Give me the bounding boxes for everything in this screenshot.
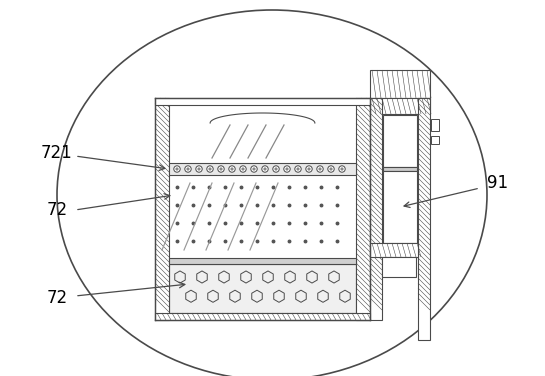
Text: 721: 721 bbox=[41, 144, 73, 162]
Circle shape bbox=[186, 167, 190, 171]
Bar bbox=[383, 171, 417, 243]
Bar bbox=[356, 98, 370, 320]
Bar bbox=[431, 119, 439, 131]
Circle shape bbox=[252, 167, 256, 171]
Text: 91: 91 bbox=[487, 174, 508, 192]
Text: 72: 72 bbox=[46, 201, 68, 219]
Circle shape bbox=[197, 167, 201, 171]
Circle shape bbox=[295, 166, 301, 172]
Bar bbox=[169, 264, 356, 313]
Circle shape bbox=[175, 167, 179, 171]
Bar bbox=[169, 105, 356, 163]
Bar bbox=[383, 115, 417, 167]
Circle shape bbox=[251, 166, 257, 172]
Bar bbox=[370, 98, 382, 320]
Bar bbox=[431, 136, 439, 144]
Circle shape bbox=[329, 167, 332, 171]
Circle shape bbox=[286, 167, 289, 171]
Circle shape bbox=[229, 166, 235, 172]
Circle shape bbox=[273, 166, 279, 172]
Circle shape bbox=[341, 167, 343, 171]
Circle shape bbox=[274, 167, 277, 171]
Circle shape bbox=[339, 166, 345, 172]
Circle shape bbox=[240, 166, 246, 172]
Circle shape bbox=[306, 166, 312, 172]
Circle shape bbox=[174, 166, 180, 172]
Circle shape bbox=[318, 167, 322, 171]
Bar bbox=[169, 175, 356, 258]
Bar bbox=[370, 98, 430, 114]
Circle shape bbox=[218, 166, 224, 172]
Bar bbox=[155, 98, 370, 105]
Bar bbox=[169, 163, 356, 175]
Circle shape bbox=[317, 166, 323, 172]
Circle shape bbox=[231, 167, 234, 171]
Circle shape bbox=[207, 166, 213, 172]
Circle shape bbox=[328, 166, 334, 172]
Circle shape bbox=[208, 167, 211, 171]
Bar bbox=[383, 167, 417, 171]
Bar bbox=[370, 243, 418, 257]
Bar bbox=[169, 258, 356, 264]
Circle shape bbox=[262, 166, 268, 172]
Text: 72: 72 bbox=[46, 289, 68, 307]
Circle shape bbox=[196, 166, 202, 172]
Circle shape bbox=[263, 167, 267, 171]
Circle shape bbox=[296, 167, 300, 171]
Bar bbox=[382, 257, 416, 277]
Circle shape bbox=[185, 166, 191, 172]
Circle shape bbox=[241, 167, 245, 171]
Bar bbox=[155, 313, 370, 320]
Circle shape bbox=[220, 167, 222, 171]
Bar bbox=[370, 70, 430, 98]
Circle shape bbox=[284, 166, 290, 172]
Bar bbox=[418, 98, 430, 340]
Bar bbox=[155, 98, 169, 320]
Circle shape bbox=[307, 167, 311, 171]
